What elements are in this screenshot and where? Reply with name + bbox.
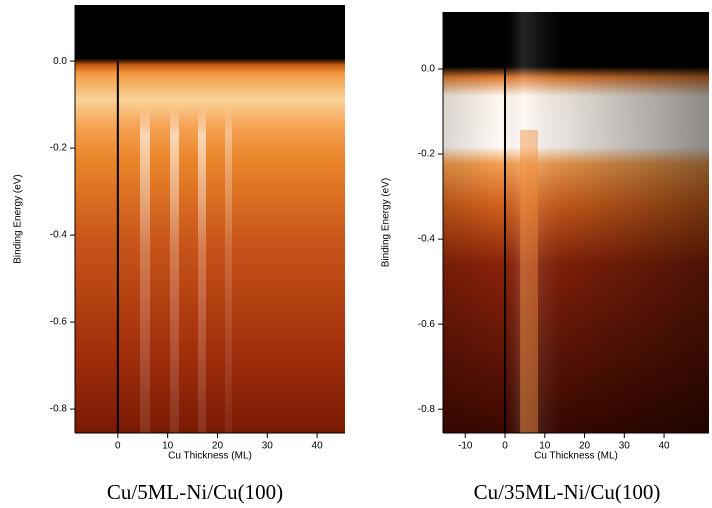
x-tick-label: 30	[262, 441, 274, 452]
y-tick-label: -0.6	[50, 317, 68, 328]
y-tick-label: -0.8	[418, 404, 436, 415]
y-tick-label: 0.0	[421, 64, 435, 75]
x-tick-label: 20	[212, 441, 224, 452]
x-tick-label: -10	[458, 441, 473, 452]
x-tick-label: 40	[312, 441, 324, 452]
y-tick-label: -0.4	[50, 230, 68, 241]
x-tick-label: 0	[502, 441, 508, 452]
x-tick-label: 30	[619, 441, 631, 452]
x-axis-label: Cu Thickness (ML)	[168, 451, 252, 462]
x-tick-label: 10	[162, 441, 174, 452]
y-tick-label: -0.4	[418, 234, 436, 245]
panel-caption: Cu/35ML-Ni/Cu(100)	[474, 480, 661, 504]
heatmap-shade	[443, 12, 709, 433]
x-axis-label: Cu Thickness (ML)	[534, 451, 618, 462]
x-tick-label: 20	[579, 441, 591, 452]
panel-caption: Cu/5ML-Ni/Cu(100)	[107, 480, 283, 504]
y-axis-label: Binding Energy (eV)	[13, 174, 24, 264]
y-tick-label: -0.8	[50, 404, 68, 415]
x-tick-label: 10	[539, 441, 551, 452]
x-tick-label: 0	[115, 441, 121, 452]
y-axis-label: Binding Energy (eV)	[381, 178, 392, 268]
y-tick-label: 0.0	[53, 56, 67, 67]
y-tick-label: -0.2	[50, 143, 68, 154]
heatmap-stripes	[140, 60, 232, 433]
x-tick-label: 40	[659, 441, 671, 452]
heatmap-stripe	[520, 130, 538, 433]
y-tick-label: -0.2	[418, 149, 436, 160]
heatmap-image	[75, 5, 345, 433]
y-tick-label: -0.6	[418, 319, 436, 330]
